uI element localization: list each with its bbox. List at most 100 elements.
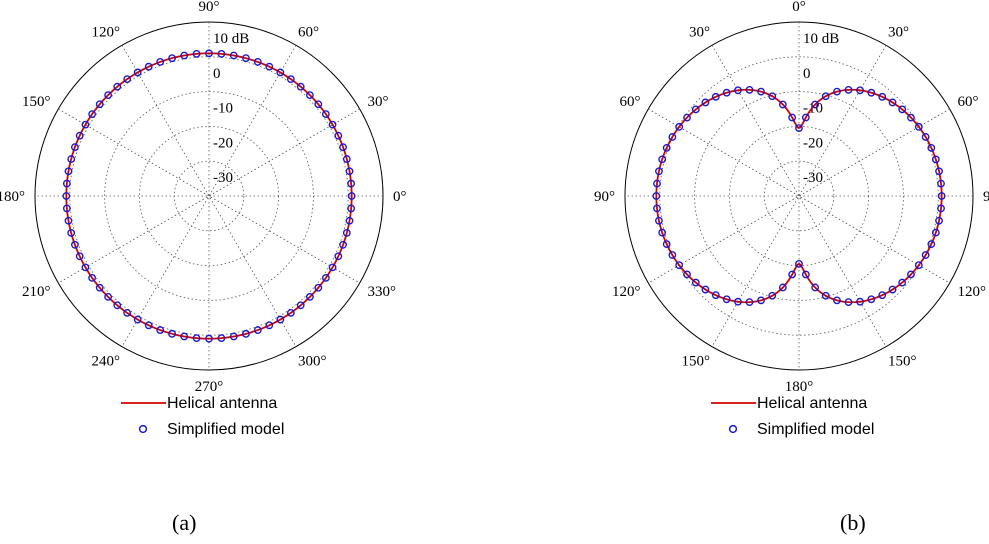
angle-tick-label: 150°: [22, 94, 51, 110]
series-marker-simplified-model: [144, 321, 153, 330]
series-marker-simplified-model: [675, 122, 684, 131]
series-marker-simplified-model: [168, 329, 176, 338]
series-marker-simplified-model: [856, 297, 864, 306]
series-line-helical-antenna: [65, 52, 353, 340]
series-marker-simplified-model: [217, 334, 226, 343]
legend-label-simplified-model: Simplified model: [757, 421, 874, 438]
series-marker-simplified-model: [655, 167, 663, 176]
series-marker-simplified-model: [314, 283, 323, 292]
angle-tick-label: 330°: [368, 284, 397, 300]
series-marker-simplified-model: [931, 155, 940, 164]
series-marker-simplified-model: [653, 179, 661, 188]
series-marker-simplified-model: [927, 240, 936, 249]
series-marker-simplified-model: [104, 91, 113, 100]
series-marker-simplified-model: [821, 92, 830, 101]
series-marker-simplified-model: [701, 285, 710, 294]
series-marker-simplified-model: [205, 49, 213, 58]
series-marker-simplified-model: [821, 291, 830, 300]
series-marker-simplified-model: [795, 259, 803, 268]
series-marker-simplified-model: [768, 291, 777, 300]
series-marker-simplified-model: [734, 297, 742, 306]
series-marker-simplified-model: [64, 167, 73, 176]
radial-tick-label: -30: [213, 170, 233, 186]
series-marker-simplified-model: [675, 261, 684, 270]
series-marker-simplified-model: [113, 301, 122, 310]
series-marker-simplified-model: [833, 296, 841, 305]
series-marker-simplified-model: [334, 252, 343, 261]
series-marker-simplified-model: [192, 49, 201, 58]
series-marker-simplified-model: [321, 110, 330, 119]
series-marker-simplified-model: [75, 252, 84, 261]
polar-range-ring: [104, 91, 314, 301]
series-marker-simplified-model: [104, 292, 113, 301]
series-marker-simplified-model: [888, 98, 897, 107]
series-marker-simplified-model: [937, 204, 945, 213]
polar-range-ring: [138, 126, 279, 266]
angle-tick-label: 30°: [888, 24, 909, 40]
series-marker-simplified-model: [844, 298, 853, 307]
series-marker-simplified-model: [253, 58, 262, 66]
series-marker-simplified-model: [347, 192, 356, 200]
series-marker-simplified-model: [81, 263, 90, 272]
angle-tick-label: 180°: [785, 379, 814, 395]
radial-tick-label: 0: [213, 66, 221, 82]
series-marker-simplified-model: [339, 240, 347, 249]
series-marker-simplified-model: [801, 270, 810, 279]
angle-tick-label: 210°: [22, 284, 51, 300]
polar-chart-b: 0° 30° 60° 90° 120° 150° 180° 150° 120° 90° 60° 30°…: [594, 0, 989, 535]
series-marker-simplified-model: [334, 131, 343, 140]
series-marker-simplified-model: [856, 86, 864, 95]
series-marker-simplified-model: [71, 143, 79, 152]
series-marker-simplified-model: [168, 54, 176, 63]
series-marker-simplified-model: [931, 228, 940, 237]
series-marker-simplified-model: [788, 270, 797, 279]
series-marker-simplified-model: [801, 113, 810, 122]
angle-tick-label: 120°: [958, 284, 987, 300]
series-marker-simplified-model: [62, 204, 71, 213]
series-marker-simplified-model: [62, 192, 71, 200]
series-marker-simplified-model: [878, 291, 887, 300]
series-marker-simplified-model: [133, 68, 142, 77]
series-marker-simplified-model: [867, 295, 876, 304]
legend-marker-swatch: [138, 424, 148, 434]
series-marker-simplified-model: [205, 334, 213, 343]
series-marker-simplified-model: [347, 204, 356, 213]
series-marker-simplified-model: [217, 49, 226, 58]
series-marker-simplified-model: [668, 133, 677, 141]
radial-tick-label: -20: [803, 135, 823, 151]
series-marker-simplified-model: [935, 216, 943, 225]
series-marker-simplified-model: [342, 229, 351, 237]
series-marker-simplified-model: [833, 87, 841, 96]
series-marker-simplified-model: [878, 92, 887, 101]
polar-range-ring: [729, 126, 870, 266]
series-marker-simplified-model: [907, 270, 915, 279]
angle-tick-label: 0°: [393, 189, 407, 205]
series-marker-simplified-model: [192, 334, 201, 343]
series-marker-simplified-model: [921, 133, 930, 141]
series-marker-simplified-model: [342, 155, 351, 163]
series-marker-simplified-model: [778, 100, 787, 109]
series-marker-simplified-model: [935, 167, 943, 176]
radial-tick-label: 10 dB: [803, 31, 839, 47]
series-marker-simplified-model: [81, 120, 90, 129]
legend-marker-swatch: [728, 424, 738, 434]
series-marker-simplified-model: [67, 155, 76, 163]
series-marker-simplified-model: [691, 278, 700, 287]
series-marker-simplified-model: [156, 58, 165, 66]
angle-tick-label: 90°: [199, 0, 220, 15]
angle-tick-label: 120°: [92, 24, 121, 40]
series-marker-simplified-model: [305, 91, 314, 100]
series-marker-simplified-model: [867, 88, 876, 97]
series-marker-simplified-model: [286, 308, 295, 317]
series-marker-simplified-model: [711, 92, 720, 101]
series-marker-simplified-model: [811, 283, 820, 292]
angle-tick-label: 180°: [0, 189, 25, 205]
series-marker-simplified-model: [253, 326, 262, 334]
series-marker-simplified-model: [180, 51, 189, 60]
series-marker-simplified-model: [668, 251, 677, 259]
series-marker-simplified-model: [722, 88, 731, 97]
series-marker-simplified-model: [321, 273, 330, 282]
series-marker-simplified-model: [88, 273, 97, 282]
radial-tick-label: -30: [803, 170, 823, 186]
series-marker-simplified-model: [123, 75, 132, 84]
